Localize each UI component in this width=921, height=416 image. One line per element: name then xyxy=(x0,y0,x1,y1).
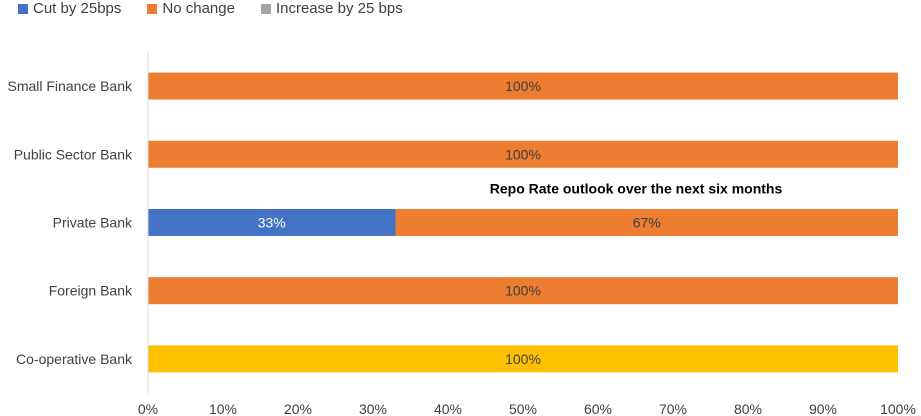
bar-segment xyxy=(148,140,898,168)
x-tick-label: 60% xyxy=(584,401,612,416)
x-tick-label: 20% xyxy=(284,401,312,416)
data-label: 67% xyxy=(633,215,661,231)
legend-swatch-increase xyxy=(260,3,271,14)
legend-label-cut: Cut by 25bps xyxy=(33,0,122,17)
bar-segment xyxy=(148,277,898,305)
x-tick-label: 70% xyxy=(659,401,687,416)
x-tick-label: 10% xyxy=(209,401,237,416)
data-label: 100% xyxy=(505,283,541,299)
legend-swatch-cut xyxy=(18,3,28,14)
data-label: 33% xyxy=(258,215,286,231)
x-tick-label: 100% xyxy=(880,401,916,416)
data-label: 100% xyxy=(505,78,541,94)
category-label: Public Sector Bank xyxy=(14,146,133,162)
x-tick-label: 40% xyxy=(434,401,462,416)
legend-label-increase: Increase by 25 bps xyxy=(275,0,403,17)
legend: Cut by 25bps No change Increase by 25 bp… xyxy=(18,0,403,17)
bar-segment xyxy=(148,72,898,100)
category-label: Private Bank xyxy=(53,215,133,231)
legend-item-cut: Cut by 25bps xyxy=(18,0,121,17)
x-tick-label: 90% xyxy=(809,401,837,416)
category-label: Co-operative Bank xyxy=(16,351,133,367)
legend-item-increase: Increase by 25 bps xyxy=(260,0,403,17)
legend-swatch-no-change xyxy=(147,3,158,14)
x-tick-label: 30% xyxy=(359,401,387,416)
bar-segment xyxy=(395,209,898,236)
x-tick-label: 50% xyxy=(509,401,537,416)
x-tick-label: 0% xyxy=(138,401,158,416)
legend-label-no-change: No change xyxy=(162,0,235,17)
bar-segment xyxy=(148,209,396,236)
bar-segment xyxy=(148,345,898,373)
chart-title: Repo Rate outlook over the next six mont… xyxy=(490,180,783,196)
legend-item-no-change: No change xyxy=(147,0,235,17)
category-label: Foreign Bank xyxy=(49,283,133,299)
category-label: Small Finance Bank xyxy=(7,78,133,94)
data-label: 100% xyxy=(505,146,541,162)
data-label: 100% xyxy=(505,351,541,367)
x-tick-label: 80% xyxy=(734,401,762,416)
